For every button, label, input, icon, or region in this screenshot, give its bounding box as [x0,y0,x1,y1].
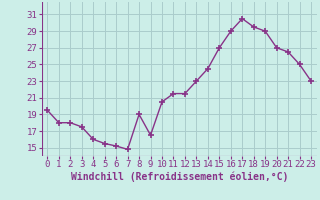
X-axis label: Windchill (Refroidissement éolien,°C): Windchill (Refroidissement éolien,°C) [70,172,288,182]
